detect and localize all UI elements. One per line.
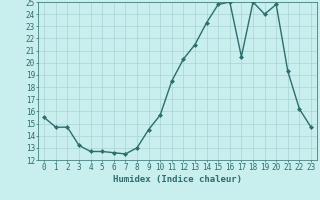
X-axis label: Humidex (Indice chaleur): Humidex (Indice chaleur) [113, 175, 242, 184]
